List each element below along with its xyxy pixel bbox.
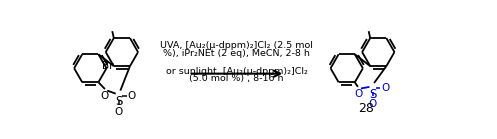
Text: O: O: [127, 91, 136, 101]
Text: O: O: [354, 89, 363, 99]
Text: (5.0 mol %) , 8-16 h: (5.0 mol %) , 8-16 h: [189, 74, 284, 83]
Text: Br: Br: [101, 61, 113, 71]
Text: O: O: [381, 83, 389, 93]
Text: S: S: [369, 88, 376, 101]
Text: 28: 28: [358, 102, 374, 115]
Text: UVA, [Au₂(μ-dppm)₂]Cl₂ (2.5 mol: UVA, [Au₂(μ-dppm)₂]Cl₂ (2.5 mol: [160, 41, 313, 50]
Text: O: O: [368, 99, 377, 109]
Text: O: O: [115, 107, 123, 117]
Text: O: O: [100, 91, 108, 101]
Text: or sunlight, [Au₂(μ-dppm)₂]Cl₂: or sunlight, [Au₂(μ-dppm)₂]Cl₂: [166, 67, 308, 76]
Text: %), iPr₂NEt (2 eq), MeCN, 2-8 h: %), iPr₂NEt (2 eq), MeCN, 2-8 h: [163, 49, 310, 58]
Text: S: S: [115, 95, 122, 108]
